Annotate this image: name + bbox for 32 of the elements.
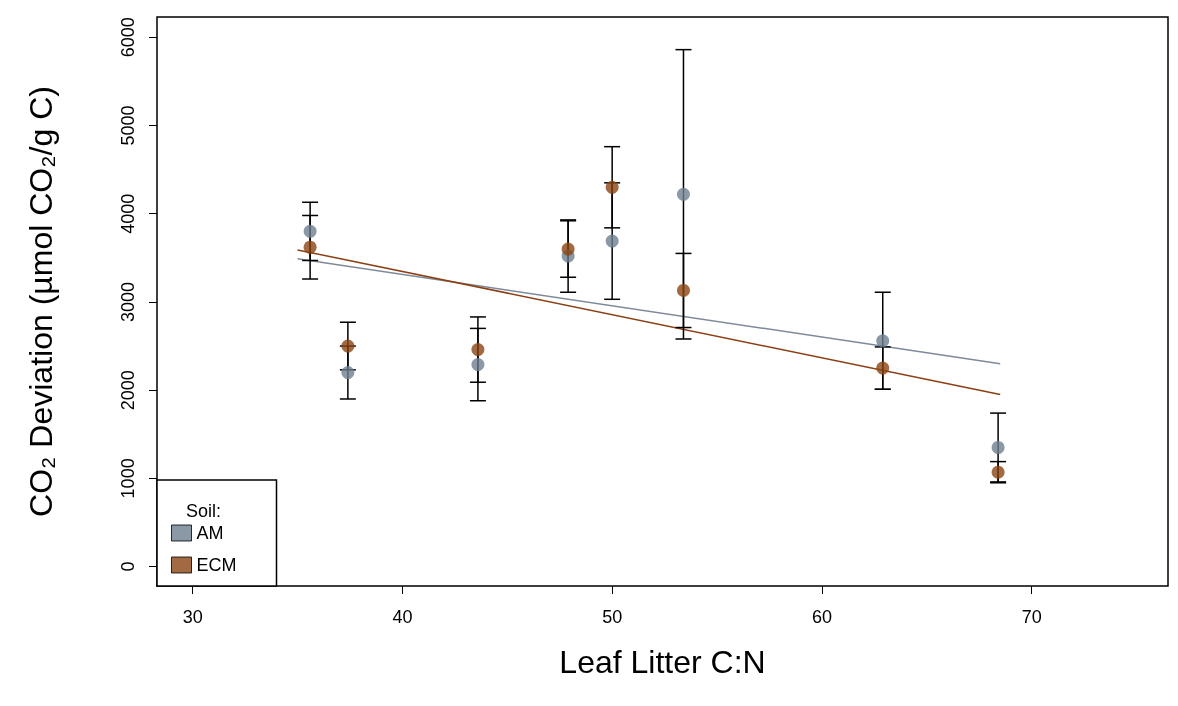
- y-tick-label: 1000: [118, 458, 138, 499]
- x-tick-label: 60: [811, 607, 832, 627]
- point: [676, 187, 690, 201]
- x-tick-label: 70: [1021, 607, 1042, 627]
- point: [991, 465, 1005, 479]
- y-tick-label: 4000: [118, 193, 138, 234]
- legend-title: Soil:: [186, 501, 222, 521]
- point: [303, 224, 317, 238]
- y-tick-label: 2000: [118, 370, 138, 411]
- y-tick-label: 5000: [118, 105, 138, 146]
- point: [991, 441, 1005, 454]
- x-axis-title: Leaf Litter C:N: [559, 644, 766, 680]
- point: [561, 242, 575, 256]
- x-tick-label: 30: [182, 607, 203, 627]
- x-tick-label: 50: [602, 607, 623, 627]
- point: [471, 358, 485, 372]
- point: [605, 180, 619, 194]
- point: [341, 339, 355, 353]
- y-tick-label: 0: [118, 561, 138, 572]
- point: [876, 361, 890, 375]
- y-tick-label: 6000: [118, 17, 138, 58]
- point: [605, 234, 619, 248]
- y-tick-label: 3000: [118, 281, 138, 322]
- point: [471, 343, 485, 357]
- point: [876, 334, 890, 348]
- point: [341, 366, 355, 380]
- y-axis-title: CO₂ Deviation (µmol CO₂/g C): [23, 86, 59, 517]
- point: [303, 240, 317, 254]
- legend-label: AM: [196, 523, 224, 543]
- x-tick-label: 40: [392, 607, 413, 627]
- legend-label: ECM: [196, 555, 237, 575]
- point: [676, 283, 690, 297]
